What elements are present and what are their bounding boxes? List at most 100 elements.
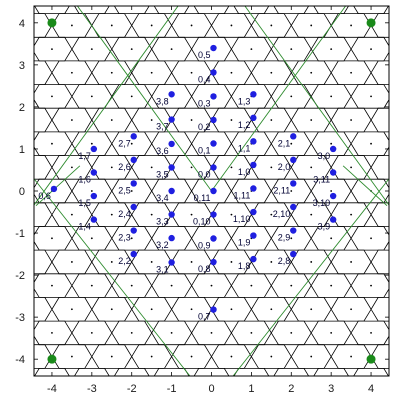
hex-cell — [370, 249, 389, 275]
y-tick-label: 4 — [19, 18, 25, 30]
cell-center-dot — [270, 261, 273, 263]
cell-center-dot — [150, 166, 153, 169]
data-points — [50, 44, 337, 313]
cell-center-dot — [370, 284, 372, 287]
cell-center-dot — [330, 95, 333, 98]
cell-center-dot — [250, 48, 253, 50]
cell-center-dot — [110, 213, 113, 216]
cell-center-dot — [350, 166, 353, 169]
cell-center-dot — [270, 24, 273, 27]
hex-cell — [313, 6, 350, 15]
data-point-label: 2,9 — [278, 233, 291, 243]
cell-center-dot — [90, 142, 93, 145]
data-point-label: 3,6 — [156, 146, 169, 156]
data-point — [329, 145, 337, 153]
cell-center-dot — [70, 24, 73, 27]
cell-center-dot — [31, 119, 33, 121]
cell-center-dot — [310, 71, 313, 74]
data-point — [210, 93, 217, 100]
cell-center-dot — [390, 166, 392, 168]
data-point-label: 1,9 — [238, 238, 251, 248]
cell-center-dot — [170, 284, 173, 287]
cell-center-dot — [70, 308, 73, 311]
hex-cell — [0, 179, 32, 203]
cell-center-dot — [270, 166, 273, 169]
cell-center-dot — [90, 284, 93, 287]
data-point-label: 0,6 — [38, 191, 51, 201]
data-point — [90, 169, 98, 176]
hex-cell — [52, 392, 92, 399]
data-point-label: 3,0 — [318, 151, 331, 161]
cell-center-dot — [130, 190, 133, 192]
y-tick-label: 2 — [19, 102, 25, 114]
cell-center-dot — [150, 355, 153, 358]
data-point-label: 1,10 — [233, 214, 251, 224]
data-point — [90, 192, 98, 200]
data-point — [90, 216, 98, 223]
boundary-line — [34, 178, 191, 376]
cell-center-dot — [31, 72, 33, 74]
corner-marker — [47, 354, 57, 364]
cell-center-dot — [350, 119, 353, 121]
data-point — [210, 306, 217, 313]
cell-center-dot — [370, 379, 372, 381]
x-tick-label: 3 — [328, 383, 334, 395]
hex-cell — [0, 321, 32, 345]
cell-center-dot — [230, 166, 233, 169]
data-point — [90, 145, 98, 153]
data-point-label: 1,3 — [238, 96, 251, 106]
hex-cell — [251, 392, 291, 399]
cell-center-dot — [190, 213, 193, 216]
y-tick-label: -3 — [15, 312, 25, 324]
boundary-line — [34, 6, 179, 206]
data-point — [329, 216, 337, 223]
hex-cell — [34, 155, 53, 180]
cell-center-dot — [130, 95, 133, 98]
cell-center-dot — [11, 95, 13, 97]
hex-cell — [370, 155, 389, 180]
cell-center-dot — [250, 284, 253, 287]
data-point-label: 0,3 — [198, 98, 211, 108]
cell-center-dot — [51, 142, 53, 145]
data-point — [210, 187, 217, 195]
data-point-label: 0,9 — [198, 241, 211, 251]
data-point-label: 3,2 — [156, 240, 169, 250]
cell-center-dot — [310, 355, 313, 358]
cell-center-dot — [370, 332, 372, 334]
cell-center-dot — [350, 71, 353, 74]
cell-center-dot — [310, 308, 313, 311]
data-point-label: 3,1 — [156, 264, 169, 274]
y-tick-label: -4 — [15, 354, 25, 366]
cell-center-dot — [350, 213, 353, 216]
data-point-label: 3,11 — [313, 175, 330, 185]
cell-center-dot — [150, 119, 153, 121]
data-point — [168, 116, 175, 123]
hex-cell — [0, 368, 32, 392]
cell-center-dot — [370, 95, 372, 98]
cell-center-dot — [130, 284, 133, 287]
cell-center-dot — [230, 261, 233, 263]
cell-center-dot — [290, 379, 292, 381]
hex-cell — [153, 6, 190, 15]
data-point — [250, 161, 257, 169]
cell-center-dot — [110, 24, 113, 27]
cell-center-dot — [70, 166, 73, 169]
boundary-line — [211, 6, 347, 192]
cell-center-dot — [190, 308, 193, 311]
data-point — [130, 133, 137, 140]
hex-cell — [193, 6, 230, 15]
cell-center-dot — [110, 71, 113, 74]
cell-center-dot — [110, 166, 113, 169]
data-point-label: 1,11 — [234, 190, 251, 200]
hex-cell — [132, 392, 172, 399]
data-point-label: 3,5 — [156, 169, 169, 179]
cell-center-dot — [150, 213, 153, 216]
cell-center-dot — [230, 71, 233, 74]
cell-center-dot — [370, 237, 372, 240]
cell-center-dot — [51, 95, 53, 98]
hex-cell — [370, 296, 389, 322]
cell-center-dot — [31, 261, 33, 263]
cell-center-dot — [250, 379, 252, 381]
data-point — [210, 211, 217, 218]
